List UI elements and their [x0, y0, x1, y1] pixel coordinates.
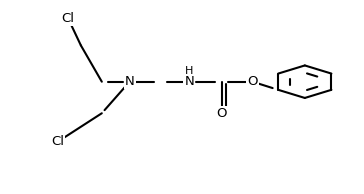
- Text: O: O: [217, 107, 227, 120]
- Text: Cl: Cl: [51, 135, 64, 148]
- Text: Cl: Cl: [62, 12, 75, 25]
- Text: N: N: [125, 75, 134, 88]
- Text: N: N: [184, 75, 194, 88]
- Text: H: H: [185, 66, 193, 76]
- Text: O: O: [247, 75, 258, 88]
